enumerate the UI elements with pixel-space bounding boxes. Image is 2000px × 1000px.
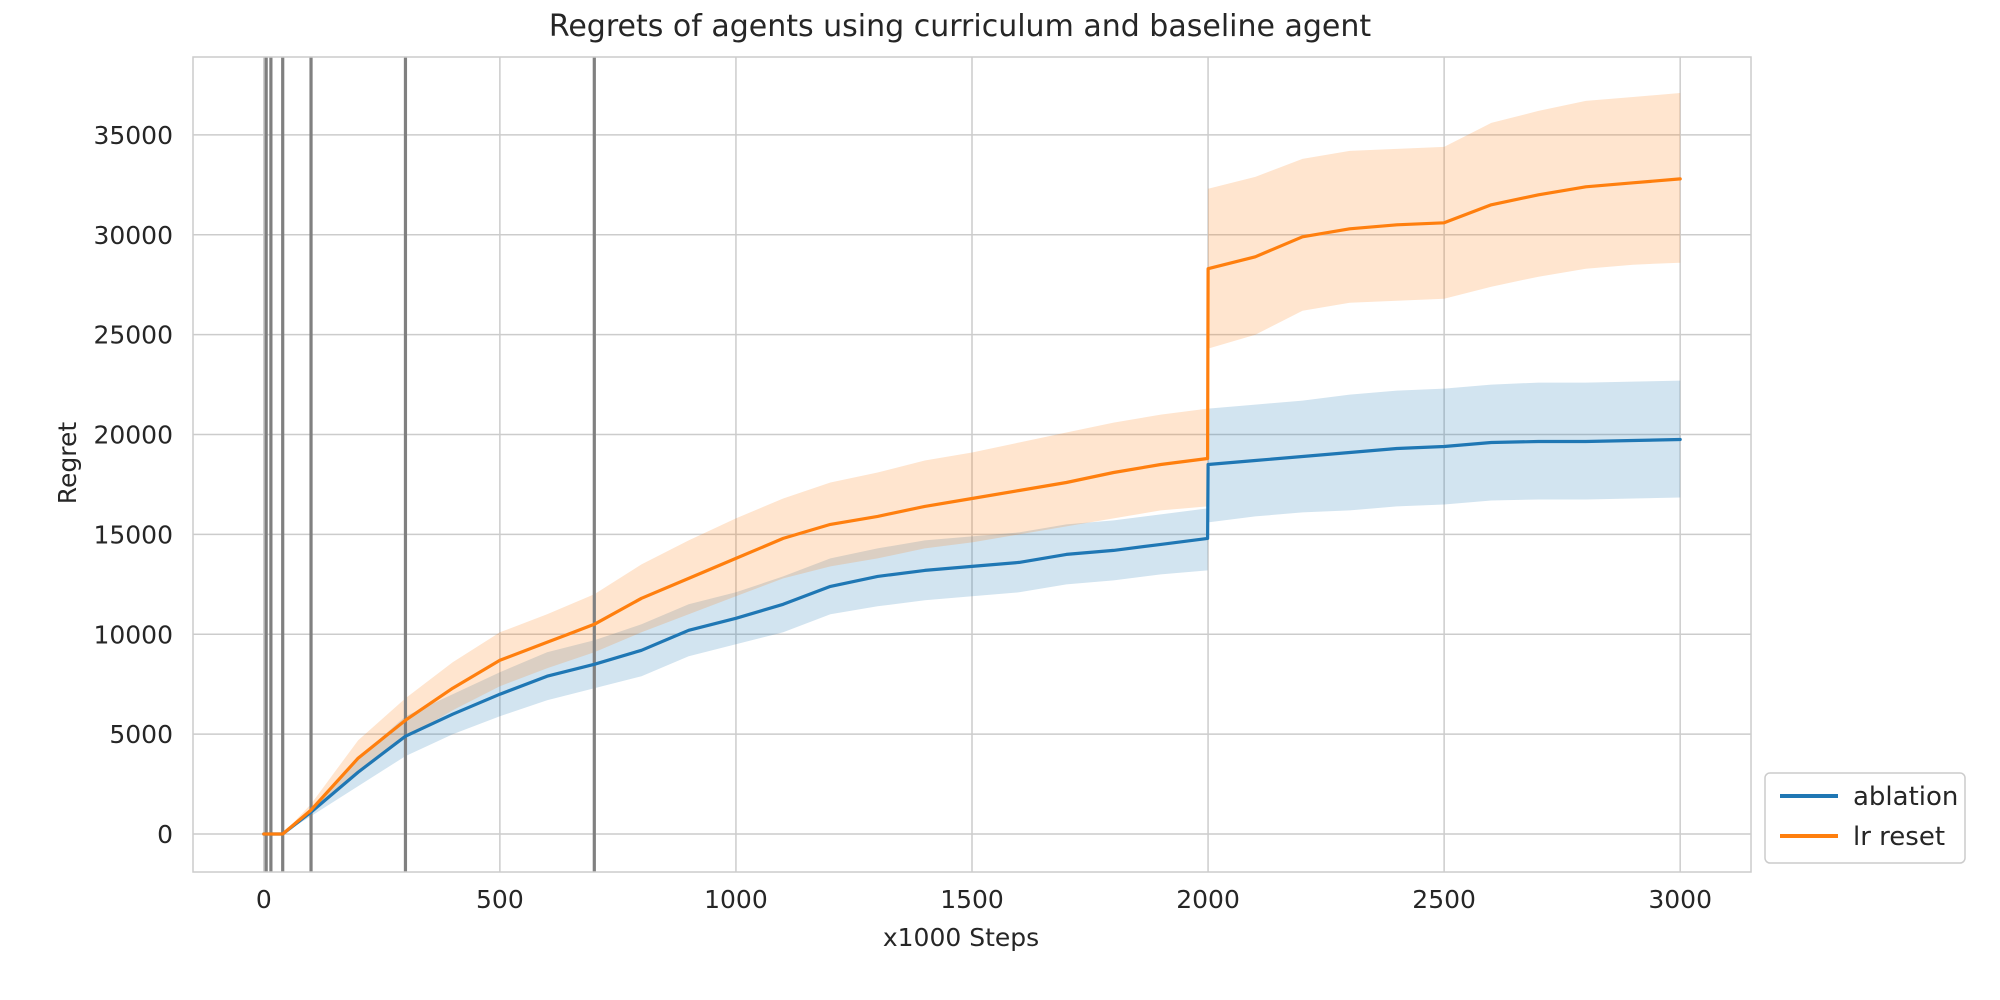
y-tick-label: 30000 bbox=[93, 221, 173, 250]
x-tick-label: 2000 bbox=[1176, 885, 1240, 914]
y-tick-label: 5000 bbox=[109, 720, 173, 749]
x-axis-label: x1000 Steps bbox=[883, 923, 1039, 952]
chart-title: Regrets of agents using curriculum and b… bbox=[549, 9, 1372, 44]
y-tick-label: 20000 bbox=[93, 421, 173, 450]
legend-label-lr-reset: lr reset bbox=[1853, 822, 1945, 852]
curriculum-vlines bbox=[264, 57, 596, 872]
tick-labels: 0 500 1000 1500 2000 2500 30000500010000150002… bbox=[93, 121, 1712, 914]
legend: ablation lr reset bbox=[1764, 772, 1966, 864]
x-tick-label: 0 bbox=[256, 885, 272, 914]
y-axis-label: Regret bbox=[53, 422, 82, 505]
confidence-bands bbox=[263, 93, 1681, 834]
plot-frame bbox=[192, 56, 1752, 873]
y-tick-label: 35000 bbox=[93, 121, 173, 150]
series-lines bbox=[262, 177, 1682, 836]
legend-label-ablation: ablation bbox=[1853, 782, 1958, 812]
line-lr-reset bbox=[262, 177, 1682, 836]
band-ablation bbox=[263, 380, 1681, 834]
y-tick-label: 0 bbox=[157, 820, 173, 849]
y-tick-label: 25000 bbox=[93, 321, 173, 350]
y-tick-label: 15000 bbox=[93, 520, 173, 549]
band-lr-reset bbox=[263, 93, 1681, 834]
x-tick-label: 2500 bbox=[1412, 885, 1476, 914]
x-tick-label: 3000 bbox=[1648, 885, 1712, 914]
line-ablation bbox=[262, 437, 1682, 836]
x-tick-label: 1500 bbox=[940, 885, 1004, 914]
x-tick-label: 1000 bbox=[704, 885, 768, 914]
x-tick-label: 500 bbox=[476, 885, 524, 914]
grid bbox=[193, 57, 1751, 872]
y-tick-label: 10000 bbox=[93, 620, 173, 649]
